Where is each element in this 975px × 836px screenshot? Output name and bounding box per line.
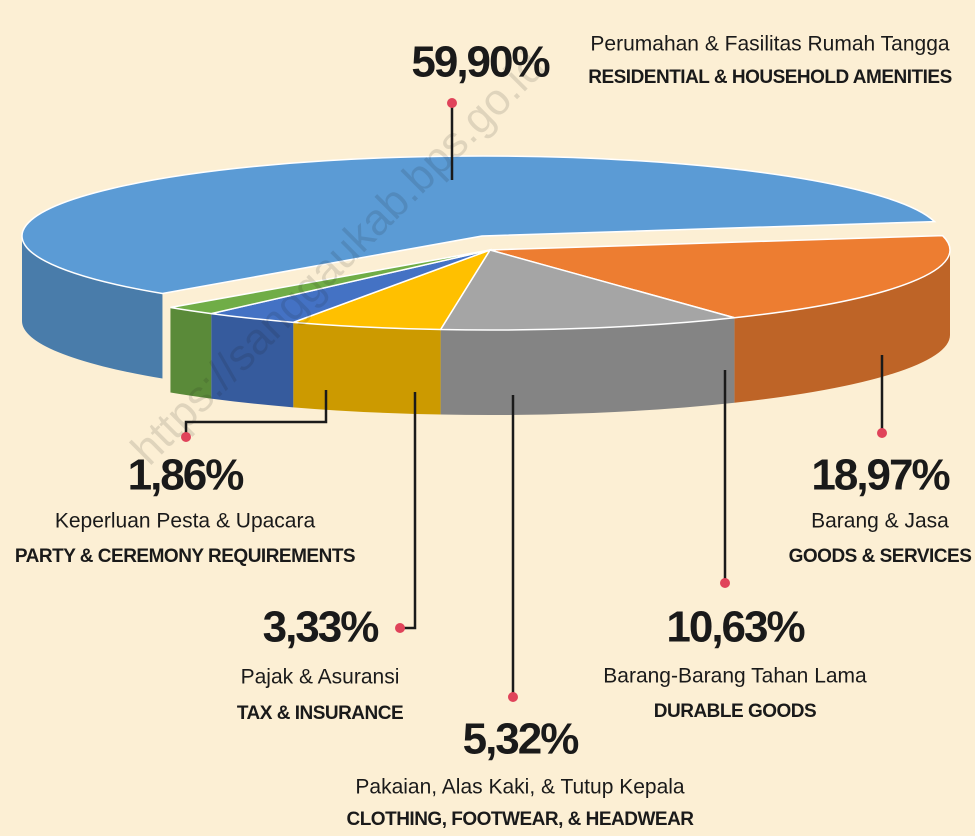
leader-dot: [508, 692, 518, 702]
category-label: Keperluan Pesta & Upacara: [55, 510, 316, 533]
category-label: Pakaian, Alas Kaki, & Tutup Kepala: [355, 776, 685, 799]
pie-slice: [293, 248, 492, 415]
slice-side: [170, 307, 212, 399]
category-label: Barang-Barang Tahan Lama: [603, 665, 867, 688]
slice-top: [489, 234, 951, 319]
slice-side: [22, 236, 163, 379]
category-label-en: RESIDENTIAL & HOUSEHOLD AMENITIES: [588, 67, 952, 88]
value-label: 5,32%: [463, 715, 579, 764]
category-label-en: PARTY & CEREMONY REQUIREMENTS: [15, 546, 355, 567]
value-label: 1,86%: [128, 451, 244, 500]
slice-top: [170, 249, 491, 315]
category-label-en: DURABLE GOODS: [654, 701, 816, 722]
slice-side: [211, 313, 294, 408]
value-label: 3,33%: [263, 603, 379, 652]
slice-top: [439, 249, 735, 331]
category-label-en: TAX & INSURANCE: [237, 703, 403, 724]
leader-dot: [395, 623, 405, 633]
category-label: Barang & Jasa: [811, 510, 949, 533]
leader-dot: [877, 428, 887, 438]
pie-slice: [489, 234, 951, 403]
category-label-en: GOODS & SERVICES: [789, 546, 972, 567]
value-label: 59,90%: [411, 38, 549, 87]
pie-slice: [170, 249, 491, 399]
slice-side: [293, 322, 441, 415]
value-label: 10,63%: [666, 603, 804, 652]
slice-top: [293, 248, 492, 331]
category-label: Perumahan & Fasilitas Rumah Tangga: [590, 33, 949, 56]
leader-dot: [447, 98, 457, 108]
leader-dot: [181, 432, 191, 442]
slice-side: [440, 317, 735, 415]
value-label: 18,97%: [811, 451, 949, 500]
pie-slice: [439, 249, 735, 415]
category-label-en: CLOTHING, FOOTWEAR, & HEADWEAR: [346, 809, 694, 830]
leader-dot: [720, 578, 730, 588]
slice-top: [21, 155, 937, 295]
category-label: Pajak & Asuransi: [241, 666, 400, 689]
leader-line: [184, 390, 328, 437]
pie-slice: [21, 155, 937, 379]
